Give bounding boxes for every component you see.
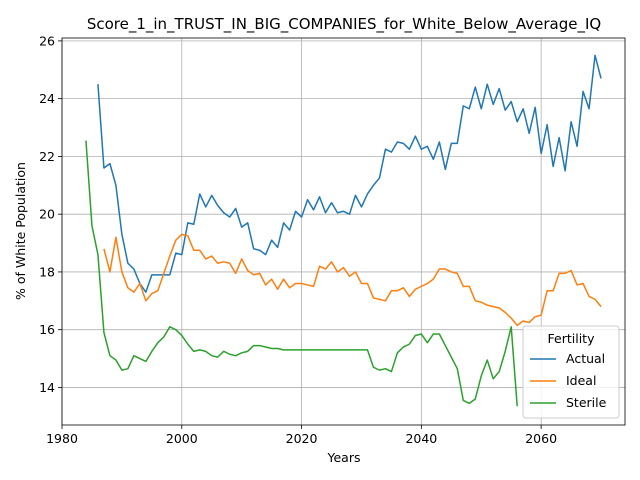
x-tick-label: 2040 (405, 431, 437, 446)
x-tick-label: 2000 (166, 431, 198, 446)
y-tick-label: 22 (39, 149, 55, 164)
y-tick-label: 16 (39, 322, 55, 337)
series-lines (85, 54, 602, 407)
y-tick-label: 18 (39, 264, 55, 279)
grid (61, 38, 625, 425)
x-tick-label: 2060 (525, 431, 557, 446)
chart-title: Score_1_in_TRUST_IN_BIG_COMPANIES_for_Wh… (87, 15, 601, 34)
legend-box (522, 325, 620, 419)
y-tick-label: 14 (39, 380, 55, 395)
y-axis-label: % of White Population (13, 162, 28, 300)
legend-title: Fertility (548, 331, 596, 346)
x-tick-label: 1980 (46, 431, 78, 446)
axis-ticks: 1980 2000 2020 2040 2060 14 16 18 20 22 24 26 (39, 33, 557, 446)
y-tick-label: 26 (39, 33, 55, 48)
legend-entries: Actual Ideal Sterile (530, 351, 607, 410)
legend-label-sterile: Sterile (566, 395, 607, 410)
series-line-ideal (103, 233, 602, 327)
x-axis-label: Years (327, 450, 361, 465)
legend-label-actual: Actual (566, 351, 605, 366)
x-tick-label: 2020 (286, 431, 318, 446)
series-line-actual (97, 54, 602, 293)
series-line-sterile (85, 140, 518, 407)
y-tick-label: 24 (39, 91, 55, 106)
legend-label-ideal: Ideal (566, 373, 596, 388)
plot-frame (61, 37, 626, 426)
y-tick-label: 20 (39, 207, 55, 222)
legend: Fertility Actual Ideal Sterile (522, 325, 620, 419)
